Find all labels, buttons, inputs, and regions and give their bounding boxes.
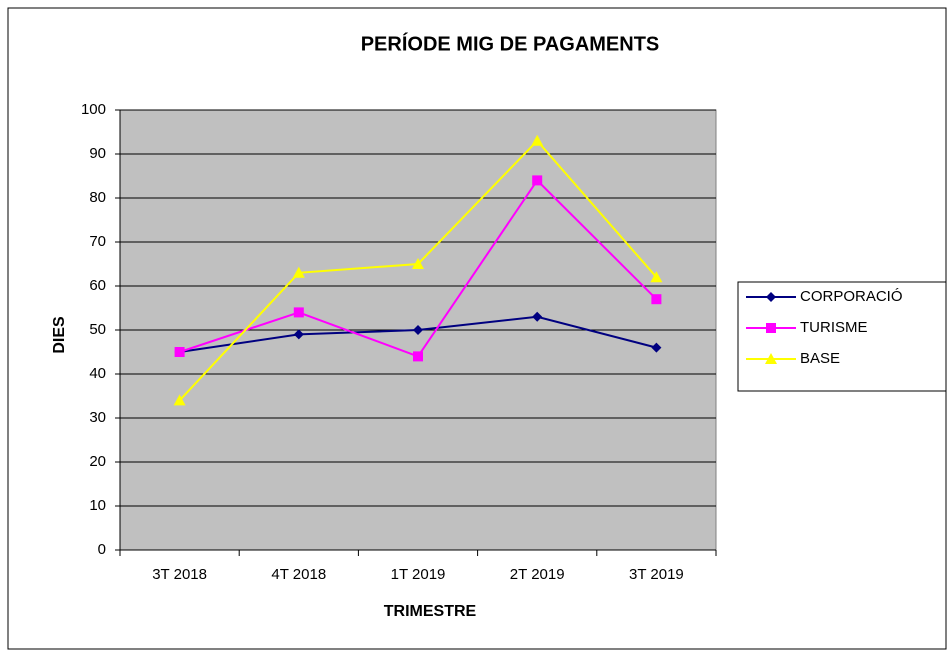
y-tick-label: 20 xyxy=(89,453,106,470)
data-point xyxy=(531,134,544,146)
y-tick-label: 100 xyxy=(81,101,106,118)
legend-label: BASE xyxy=(800,350,840,367)
y-axis-label: DIES xyxy=(51,316,68,354)
y-tick-label: 10 xyxy=(89,497,106,514)
y-tick-label: 30 xyxy=(89,409,106,426)
legend-label: TURISME xyxy=(800,319,868,336)
data-point xyxy=(173,394,186,406)
y-tick-label: 80 xyxy=(89,189,106,206)
data-point xyxy=(292,266,305,278)
data-point xyxy=(532,175,543,186)
legend-marker xyxy=(766,323,776,333)
y-tick-label: 40 xyxy=(89,365,106,382)
data-point xyxy=(174,347,185,357)
x-tick-label: 4T 2018 xyxy=(271,566,326,583)
data-point xyxy=(651,342,662,353)
legend-marker xyxy=(765,353,777,364)
data-point xyxy=(293,307,304,318)
x-tick-label: 3T 2019 xyxy=(629,566,684,583)
y-tick-label: 50 xyxy=(89,321,106,338)
legend-label: CORPORACIÓ xyxy=(800,288,903,305)
y-tick-label: 90 xyxy=(89,145,106,162)
data-point xyxy=(532,311,543,322)
x-tick-label: 2T 2019 xyxy=(510,566,565,583)
data-point xyxy=(651,294,662,305)
y-tick-label: 60 xyxy=(89,277,106,294)
data-point xyxy=(412,258,424,269)
x-axis-label: TRIMESTRE xyxy=(384,603,477,620)
data-point xyxy=(413,325,423,335)
chart-title: PERÍODE MIG DE PAGAMENTS xyxy=(361,32,660,55)
y-tick-label: 0 xyxy=(98,541,106,558)
data-point xyxy=(293,329,304,340)
legend-marker xyxy=(766,292,776,302)
x-tick-label: 3T 2018 xyxy=(152,566,207,583)
x-tick-label: 1T 2019 xyxy=(391,566,446,583)
data-point xyxy=(413,351,423,362)
y-tick-label: 70 xyxy=(89,233,106,250)
data-point xyxy=(650,271,663,283)
